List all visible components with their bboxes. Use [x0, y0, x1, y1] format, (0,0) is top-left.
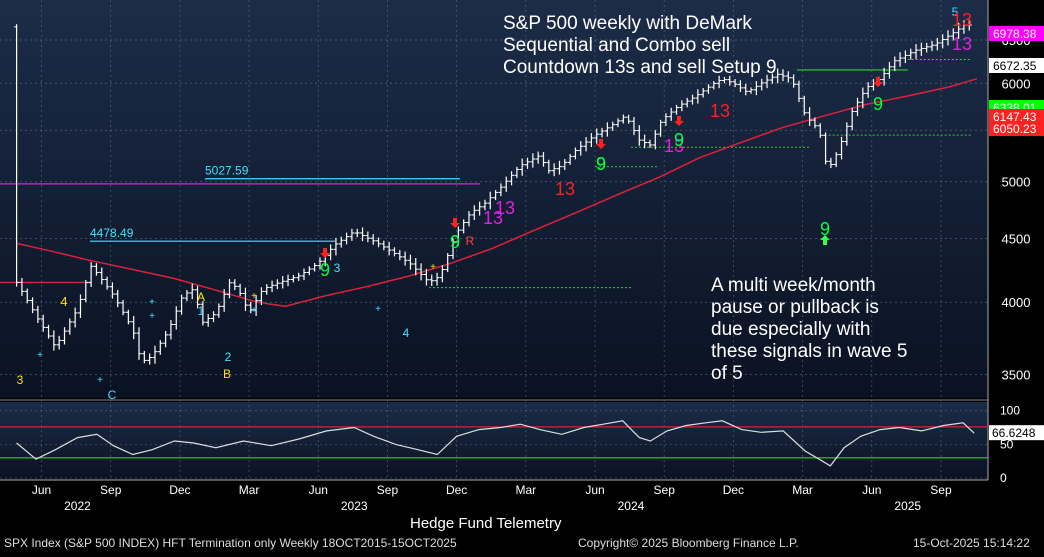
signal-label: 13: [952, 10, 972, 30]
sell-arrow-icon: [674, 116, 684, 126]
signal-marker: +: [149, 297, 155, 308]
x-tick-label: Jun: [309, 483, 328, 497]
signal-label: 9: [450, 232, 460, 252]
footer-center-label: Hedge Fund Telemetry: [410, 515, 562, 532]
lower-y-tick-label: 0: [1000, 471, 1007, 485]
oscillator-value-label: 66.6248: [992, 426, 1036, 440]
footer-timestamp: 15-Oct-2025 15:14:22: [913, 536, 1030, 550]
signal-label: 13: [483, 208, 503, 228]
signal-label: 3: [334, 261, 341, 275]
sell-arrow-icon: [873, 77, 883, 87]
signal-label: 9: [674, 130, 684, 150]
signal-marker: +: [375, 304, 381, 315]
y-tick-label: 4500: [1002, 232, 1031, 247]
signal-label: B: [223, 367, 231, 381]
level-label: 4478.49: [90, 226, 134, 240]
x-tick-label: Jun: [585, 483, 604, 497]
sell-arrow-icon: [320, 248, 330, 258]
signal-label: 9: [320, 260, 330, 280]
sell-arrow-icon: [596, 139, 606, 149]
y-tick-label: 4000: [1002, 295, 1031, 310]
signal-label: 5: [952, 5, 959, 19]
x-year-label: 2025: [894, 499, 921, 513]
x-tick-label: Sep: [100, 483, 122, 497]
signal-marker: +: [251, 305, 257, 316]
price-label: 6978.38: [993, 27, 1037, 41]
axis-bg: [988, 0, 1044, 480]
signal-label: 13: [664, 136, 684, 156]
signal-label: 9: [820, 219, 830, 239]
signal-marker: +: [37, 350, 43, 361]
signal-label: 13: [555, 179, 575, 199]
price-label-box: [989, 109, 1044, 124]
y-tick-label: 3500: [1002, 367, 1031, 382]
price-label: 6050.23: [993, 122, 1037, 136]
lower-panel-bg: [0, 402, 988, 480]
signal-label: R: [466, 234, 475, 248]
footer-security: SPX Index (S&P 500 INDEX) HFT Terminatio…: [4, 536, 457, 550]
signal-label: 13: [495, 198, 515, 218]
signal-label: A: [197, 290, 205, 304]
y-tick-label: 6000: [1002, 76, 1031, 91]
main-panel-bg: [0, 0, 988, 398]
level-lines: 5027.59 4478.49: [0, 58, 972, 289]
x-tick-label: Dec: [446, 483, 467, 497]
footer-copyright: Copyright© 2025 Bloomberg Finance L.P.: [578, 536, 799, 550]
signal-label: 13: [952, 34, 972, 54]
signal-label: 4: [403, 326, 410, 340]
price-label: 6147.43: [993, 110, 1037, 124]
signal-label: 9: [873, 94, 883, 114]
signal-label: 2: [225, 350, 232, 364]
signal-label: 9: [596, 154, 606, 174]
x-tick-label: Dec: [169, 483, 190, 497]
x-tick-label: Mar: [515, 483, 536, 497]
level-label: 5027.59: [205, 164, 249, 178]
signal-label: C: [108, 388, 117, 402]
price-label-box: [989, 121, 1044, 136]
x-tick-label: Sep: [930, 483, 952, 497]
x-tick-label: Sep: [654, 483, 676, 497]
signal-label: 1: [198, 304, 205, 318]
x-year-label: 2022: [64, 499, 91, 513]
signal-label: 13: [710, 101, 730, 121]
price-series: [14, 19, 972, 365]
ma-series: [16, 78, 978, 308]
sell-arrow-icon: [450, 218, 460, 228]
x-tick-label: Jun: [862, 483, 881, 497]
signal-label: 9: [596, 154, 606, 174]
x-tick-label: Jun: [32, 483, 51, 497]
oscillator-line: [16, 420, 975, 467]
y-tick-label: 5000: [1002, 175, 1031, 190]
price-label: 6672.35: [993, 59, 1037, 73]
lower-y-tick-label: 100: [1000, 404, 1020, 418]
signal-marker: +: [251, 291, 257, 302]
x-tick-label: Sep: [377, 483, 399, 497]
x-tick-label: Dec: [723, 483, 744, 497]
axes: 3500400045005000550060006500050100JunSep…: [0, 0, 1044, 513]
ma-line: [16, 78, 978, 308]
x-tick-label: Mar: [239, 483, 260, 497]
price-label-box: [989, 58, 1044, 73]
signal-label: 3: [17, 373, 24, 387]
signal-label: 4: [60, 294, 67, 309]
oscillator-panel: 66.6248: [0, 420, 1044, 467]
signal-marker: +: [149, 311, 155, 322]
pullback-annotation: A multi week/month pause or pullback is …: [711, 275, 908, 384]
price-label-box: [989, 26, 1044, 41]
x-year-label: 2024: [618, 499, 645, 513]
x-tick-label: Mar: [792, 483, 813, 497]
x-year-label: 2023: [341, 499, 368, 513]
lower-y-tick-label: 50: [1000, 437, 1014, 451]
buy-arrow-icon: [820, 235, 830, 245]
signal-marker: +: [97, 375, 103, 386]
oscillator-label-box: [989, 425, 1044, 441]
signal-marker: +: [430, 262, 436, 273]
title-annotation: S&P 500 weekly with DeMark Sequential an…: [503, 13, 777, 78]
